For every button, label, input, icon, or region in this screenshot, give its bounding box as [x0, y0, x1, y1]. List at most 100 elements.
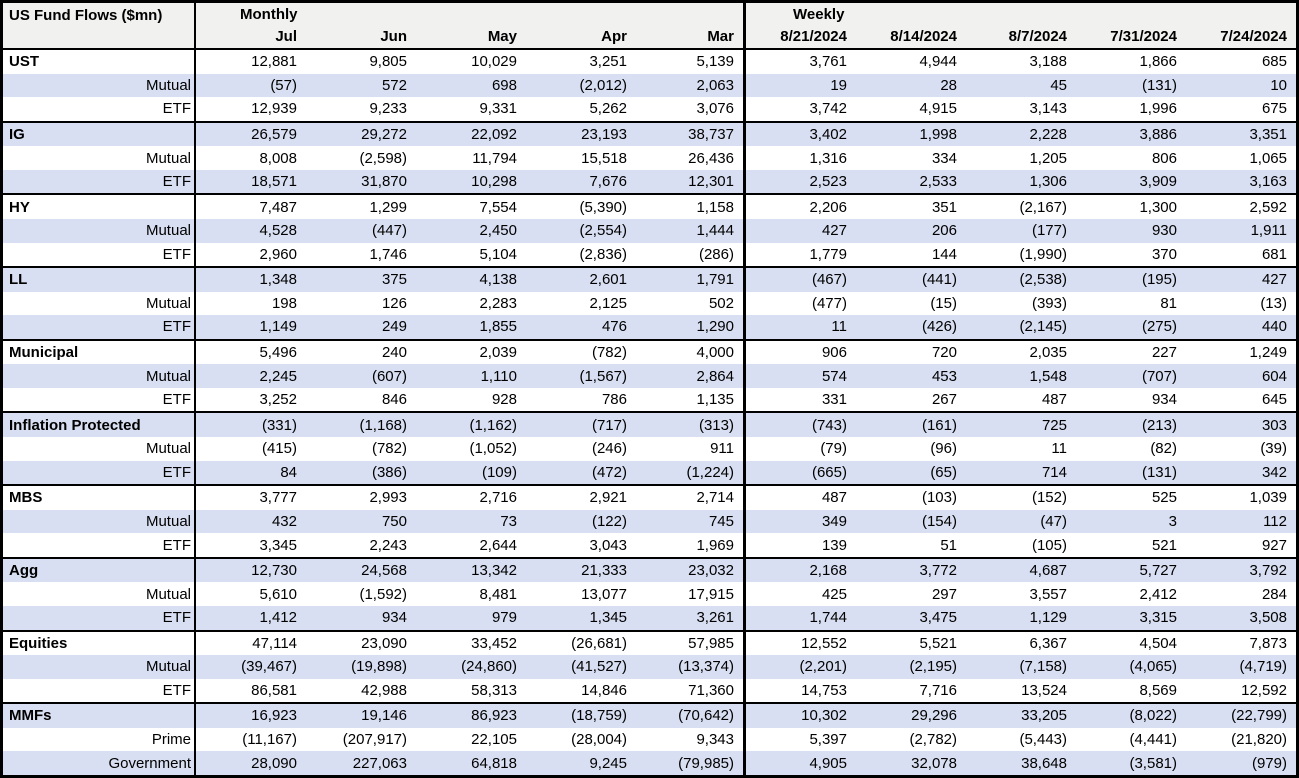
- row-group-label: MMFs: [3, 704, 196, 728]
- cell-weekly-value: 1,779: [809, 245, 847, 263]
- row-sub-label: Mutual: [3, 218, 196, 243]
- row-sub-label: Mutual: [3, 146, 196, 170]
- cell-monthly-value: 502: [636, 291, 746, 316]
- cell-weekly-value: (103): [921, 489, 957, 507]
- row-group-label: Municipal: [3, 340, 196, 365]
- cell-weekly-value: 342: [1261, 463, 1287, 481]
- cell-weekly-value: (177): [1031, 222, 1067, 240]
- cell-monthly-value: 2,039: [479, 344, 517, 362]
- table-row: ETF 12,939 9,233 9,331 5,262 3,076 3,742 4,915 3…: [3, 97, 1296, 121]
- cell-weekly-value: (22,799): [1231, 707, 1287, 725]
- cell-monthly-value: 5,139: [636, 50, 746, 74]
- cell-monthly-value: 12,730: [251, 562, 297, 580]
- table-row: Mutual 198 126 2,283 2,125 502 (477) (15) (393) 8…: [3, 291, 1296, 316]
- monthly-section-label: Monthly: [196, 3, 746, 26]
- row-group-label: IG: [3, 122, 196, 147]
- cell-weekly-value: 3,475: [919, 609, 957, 627]
- cell-weekly-value: 28: [940, 76, 957, 94]
- row-sub-label: ETF: [3, 460, 196, 485]
- table-title: US Fund Flows ($mn): [3, 3, 196, 48]
- cell-monthly-value: (246): [591, 440, 627, 458]
- cell-weekly-value: (665): [811, 463, 847, 481]
- cell-weekly-value: 1,911: [1250, 222, 1287, 240]
- cell-monthly-value: 1,110: [480, 367, 517, 385]
- row-sub-label: ETF: [3, 605, 196, 630]
- cell-monthly-value: 9,343: [636, 727, 746, 752]
- cell-weekly-value: 6,367: [1029, 634, 1067, 652]
- cell-monthly-value: 8,008: [259, 149, 297, 167]
- cell-weekly-value: 3: [1168, 512, 1177, 530]
- cell-monthly-value: 911: [636, 437, 746, 461]
- cell-weekly-value: 370: [1151, 245, 1177, 263]
- cell-weekly-value: 331: [821, 391, 847, 409]
- cell-monthly-value: 4,528: [259, 222, 297, 240]
- cell-weekly-value: 3,792: [1249, 562, 1287, 580]
- cell-weekly-value: 574: [821, 367, 847, 385]
- cell-monthly-value: 12,881: [251, 53, 297, 71]
- cell-weekly-value: 675: [1261, 100, 1287, 118]
- cell-monthly-value: 28,090: [251, 754, 297, 772]
- cell-monthly-value: 3,076: [636, 97, 746, 121]
- cell-weekly-value: 3,909: [1139, 173, 1177, 191]
- column-header-mar: Mar: [636, 25, 746, 48]
- cell-monthly-value: (286): [636, 242, 746, 267]
- cell-monthly-value: (207,917): [342, 731, 407, 749]
- cell-monthly-value: 1,412: [259, 609, 297, 627]
- cell-monthly-value: (13,374): [636, 655, 746, 679]
- column-header-may: May: [487, 28, 517, 46]
- table-row: Mutual 2,245 (607) 1,110 (1,567) 2,864 574 453 1…: [3, 364, 1296, 388]
- cell-monthly-value: (19,898): [351, 658, 407, 676]
- cell-weekly-value: 720: [931, 344, 957, 362]
- cell-monthly-value: 15,518: [581, 149, 627, 167]
- cell-weekly-value: (8,022): [1129, 707, 1177, 725]
- cell-monthly-value: 47,114: [252, 634, 297, 652]
- cell-weekly-value: 3,508: [1249, 609, 1287, 627]
- row-sub-label: Prime: [3, 727, 196, 752]
- table-row: ETF 86,581 42,988 58,313 14,846 71,360 14,753 7…: [3, 678, 1296, 703]
- cell-weekly-value: (441): [921, 271, 957, 289]
- cell-monthly-value: 13,342: [471, 562, 517, 580]
- cell-monthly-value: (1,567): [579, 367, 627, 385]
- table-row: ETF 3,345 2,243 2,644 3,043 1,969 139 51 (105) 52…: [3, 533, 1296, 557]
- table-row: Mutual (39,467) (19,898) (24,860) (41,527) (1…: [3, 655, 1296, 679]
- cell-monthly-value: 2,864: [636, 364, 746, 388]
- cell-monthly-value: 934: [381, 609, 407, 627]
- cell-weekly-value: (13): [1260, 294, 1287, 312]
- cell-monthly-value: 22,105: [471, 731, 517, 749]
- cell-weekly-value: 10: [1270, 76, 1287, 94]
- cell-monthly-value: 5,262: [589, 100, 627, 118]
- row-sub-label: Mutual: [3, 291, 196, 316]
- table-row: Municipal 5,496 240 2,039 (782) 4,000 906 720 2,…: [3, 338, 1296, 365]
- column-header-week-2: 8/14/2024: [890, 28, 957, 46]
- cell-weekly-value: (426): [921, 318, 957, 336]
- cell-monthly-value: 1,855: [479, 318, 517, 336]
- cell-weekly-value: 1,065: [1249, 149, 1287, 167]
- row-sub-label: ETF: [3, 533, 196, 557]
- cell-monthly-value: 476: [601, 318, 627, 336]
- cell-weekly-value: 4,504: [1139, 634, 1177, 652]
- cell-monthly-value: 23,032: [636, 558, 746, 583]
- cell-monthly-value: (11,167): [242, 731, 297, 749]
- cell-weekly-value: 1,249: [1249, 344, 1287, 362]
- cell-monthly-value: 1,746: [369, 245, 407, 263]
- cell-monthly-value: 7,487: [259, 198, 297, 216]
- cell-weekly-value: 1,548: [1029, 367, 1067, 385]
- cell-weekly-value: 1,129: [1029, 609, 1067, 627]
- cell-monthly-value: 4,138: [479, 271, 517, 289]
- cell-monthly-value: 26,436: [636, 146, 746, 170]
- cell-weekly-value: 685: [1261, 53, 1287, 71]
- cell-monthly-value: (122): [591, 512, 627, 530]
- cell-monthly-value: 10,298: [471, 173, 517, 191]
- cell-weekly-value: (195): [1141, 271, 1177, 289]
- table-row: ETF 1,412 934 979 1,345 3,261 1,744 3,475 1,129 3…: [3, 605, 1296, 630]
- cell-weekly-value: 3,402: [809, 125, 847, 143]
- cell-monthly-value: (28,004): [571, 731, 627, 749]
- cell-monthly-value: (1,052): [469, 440, 517, 458]
- cell-monthly-value: 126: [381, 294, 407, 312]
- cell-monthly-value: (5,390): [579, 198, 627, 216]
- row-sub-label: ETF: [3, 387, 196, 412]
- cell-weekly-value: (2,201): [799, 658, 847, 676]
- cell-weekly-value: 3,557: [1029, 585, 1067, 603]
- cell-weekly-value: 1,205: [1029, 149, 1067, 167]
